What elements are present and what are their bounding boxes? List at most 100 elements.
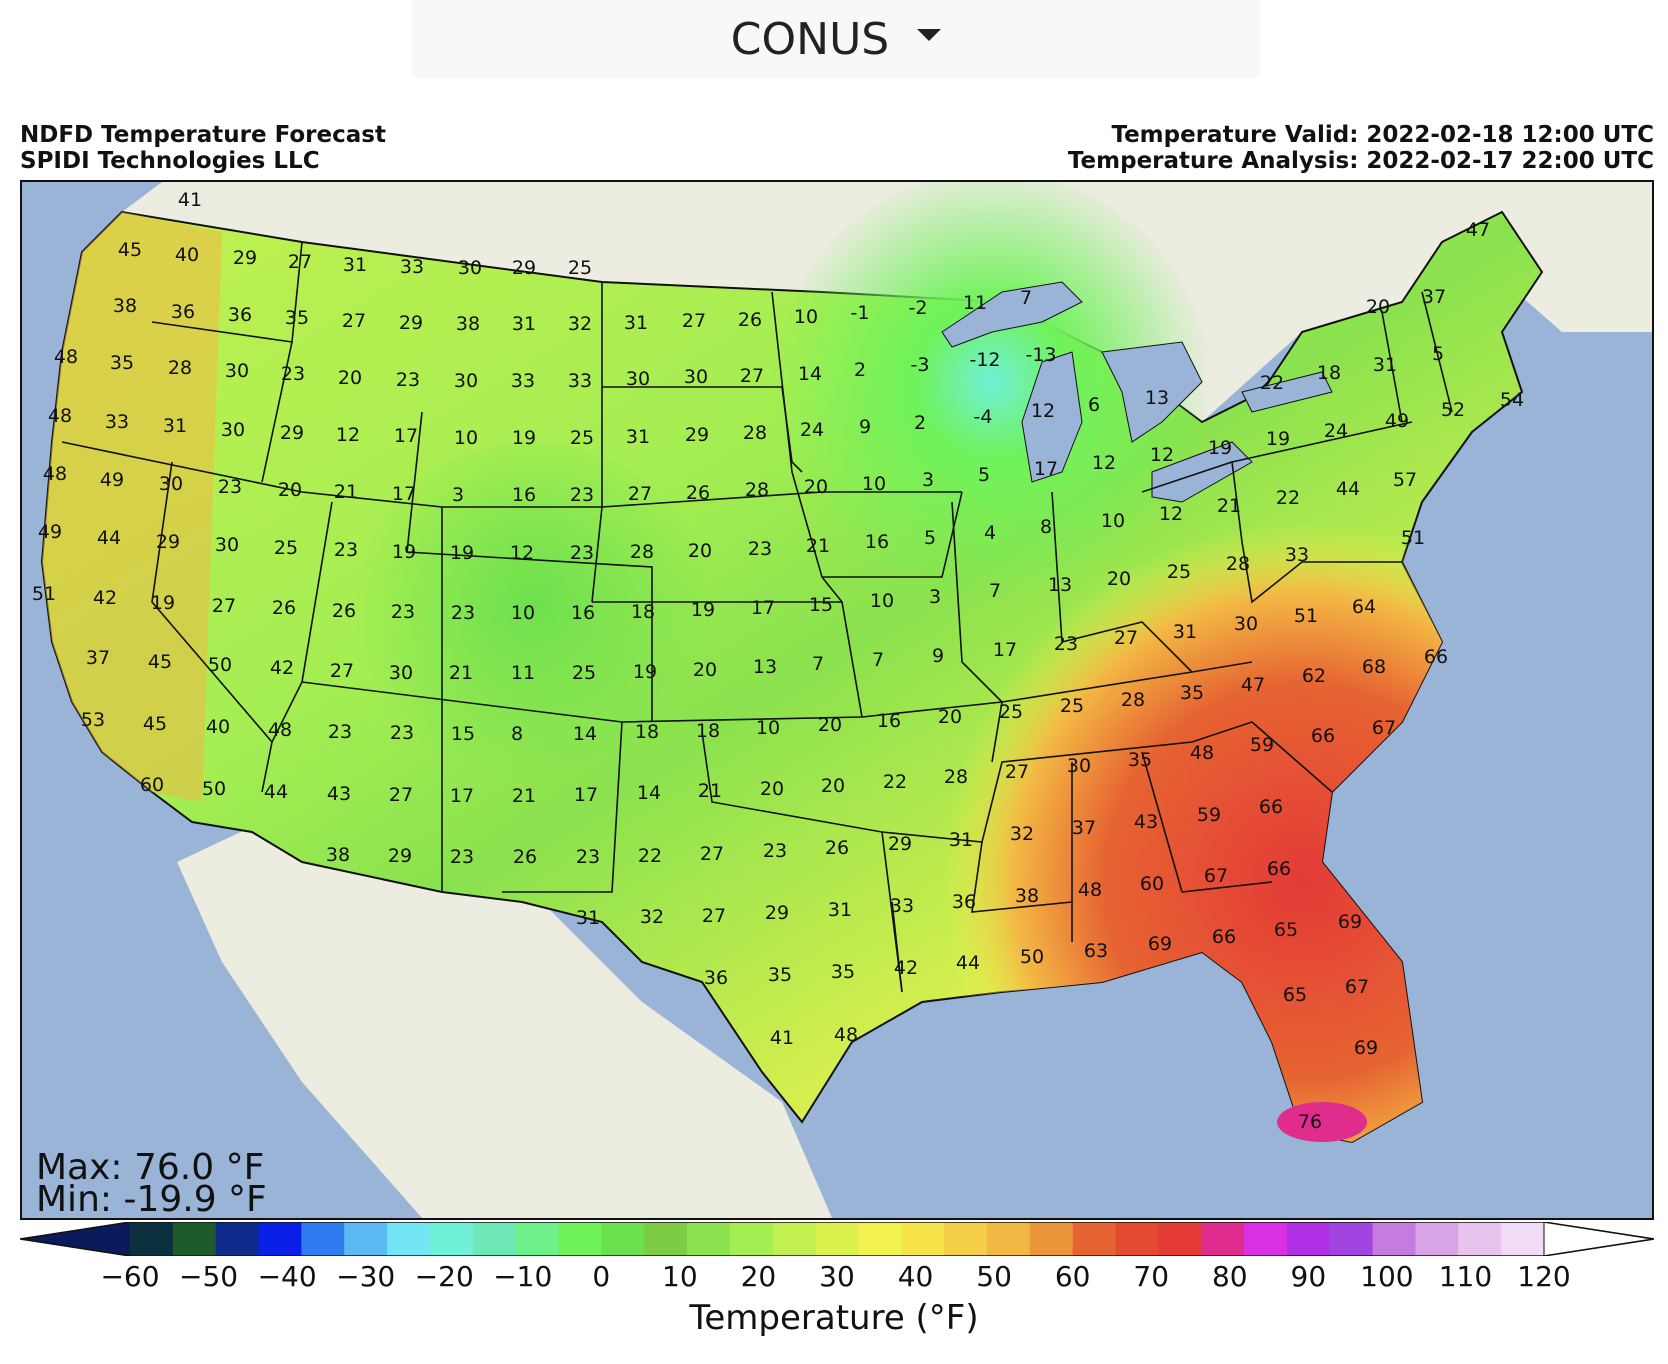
temperature-value: 19 — [632, 661, 658, 683]
temperature-value: 27 — [1004, 761, 1030, 783]
temperature-value: 31 — [575, 907, 601, 929]
state-borders — [61, 241, 1453, 993]
temperature-value: 28 — [1225, 553, 1251, 575]
temperature-value: 27 — [699, 843, 725, 865]
temperature-value: 26 — [331, 600, 357, 622]
temperature-value: 17 — [573, 784, 599, 806]
temperature-value: 59 — [1249, 734, 1275, 756]
temperature-value: 51 — [1400, 527, 1426, 549]
temperature-value: 36 — [951, 891, 977, 913]
temperature-value: 76 — [1297, 1111, 1323, 1133]
temperature-value: 31 — [342, 254, 368, 276]
temperature-value: 30 — [220, 419, 246, 441]
colorbar-ticks: −60 −50 −40 −30 −20 −10 0 10 20 30 40 50 60 70 80 90 100… — [0, 1260, 1668, 1294]
temperature-value: 14 — [572, 723, 598, 745]
temperature-value: 18 — [630, 601, 656, 623]
temperature-value: 28 — [629, 541, 655, 563]
colorbar-bin — [1458, 1222, 1502, 1256]
temperature-value: 30 — [158, 473, 184, 495]
temperature-value: 67 — [1371, 717, 1397, 739]
temperature-value: 23 — [762, 840, 788, 862]
florida-hot-spot — [1277, 1102, 1367, 1142]
colorbar-tick-label: −50 — [179, 1260, 239, 1293]
temperature-value: 36 — [227, 304, 253, 326]
temperature-value: 5 — [1431, 343, 1445, 365]
temperature-value: 20 — [937, 706, 963, 728]
temperature-value: 22 — [1275, 487, 1301, 509]
temperature-value: 29 — [279, 422, 305, 444]
temperature-value: 41 — [177, 189, 203, 211]
lake-superior — [941, 281, 1083, 348]
colorbar-bin — [1244, 1222, 1288, 1256]
temperature-value: 57 — [1392, 469, 1418, 491]
temperature-value: 28 — [943, 766, 969, 788]
temperature-value: 10 — [453, 427, 479, 449]
colorbar-bin — [729, 1222, 774, 1256]
temperature-value: 69 — [1337, 911, 1363, 933]
temperature-value: 10 — [869, 590, 895, 612]
temperature-value: 4 — [983, 522, 997, 544]
temperature-value: 43 — [326, 783, 352, 805]
temperature-value: 20 — [277, 479, 303, 501]
lake-michigan — [1021, 351, 1083, 483]
colorbar-bin — [344, 1222, 388, 1256]
temperature-value: 31 — [162, 415, 188, 437]
temperature-value: -2 — [908, 297, 928, 319]
temperature-value: 17 — [750, 597, 776, 619]
temperature-value: 29 — [764, 902, 790, 924]
temperature-value: 43 — [1133, 811, 1159, 833]
temperature-value: 26 — [685, 482, 711, 504]
temperature-value: 19 — [150, 592, 176, 614]
warm-westcoast — [42, 212, 222, 802]
temperature-value: 12 — [509, 542, 535, 564]
colorbar-max-extend — [1543, 1222, 1654, 1256]
temperature-value: 20 — [1365, 296, 1391, 318]
temperature-value: 37 — [85, 647, 111, 669]
colorbar-bin — [1201, 1222, 1245, 1256]
temperature-value: 42 — [92, 587, 118, 609]
temperature-value: 42 — [893, 957, 919, 979]
temperature-value: 35 — [830, 961, 856, 983]
temperature-value: 44 — [263, 781, 289, 803]
temperature-value: 5 — [923, 527, 937, 549]
temperature-value: 27 — [388, 784, 414, 806]
temperature-value: 38 — [1014, 885, 1040, 907]
temperature-value: 30 — [457, 257, 483, 279]
temperature-value: 17 — [449, 785, 475, 807]
temperature-value: 10 — [510, 602, 536, 624]
temperature-value: 28 — [1120, 689, 1146, 711]
temperature-value: 23 — [449, 846, 475, 868]
temperature-value: 31 — [948, 829, 974, 851]
temperature-value: 19 — [1265, 428, 1291, 450]
temperature-value: 8 — [1039, 516, 1053, 538]
colorbar-bin — [172, 1222, 217, 1256]
colorbar-tick-label: −20 — [414, 1260, 474, 1293]
temperature-value: 19 — [391, 541, 417, 563]
temperature-value: 67 — [1344, 976, 1370, 998]
temperature-value: 8 — [510, 723, 524, 745]
temperature-value: 10 — [755, 717, 781, 739]
temperature-value: 41 — [769, 1027, 795, 1049]
temperature-value: 40 — [174, 244, 200, 266]
temperature-value: 7 — [988, 580, 1002, 602]
colorbar-tick-label: 110 — [1438, 1260, 1493, 1293]
temperature-value: 38 — [112, 295, 138, 317]
chevron-down-icon — [917, 29, 942, 41]
colorbar-tick-label: 10 — [662, 1260, 698, 1293]
temperature-value: 53 — [80, 709, 106, 731]
temperature-value: 11 — [510, 662, 536, 684]
temperature-value: 14 — [797, 363, 823, 385]
temperature-value: 3 — [928, 586, 942, 608]
temperature-value: 18 — [1316, 362, 1342, 384]
temperature-value: 29 — [887, 833, 913, 855]
temperature-value: -3 — [910, 354, 930, 376]
colorbar-bin — [1329, 1222, 1374, 1256]
colorbar-bin — [772, 1222, 817, 1256]
temperature-value: 3 — [451, 484, 465, 506]
temperature-value: 30 — [625, 368, 651, 390]
temperature-value: 21 — [448, 662, 474, 684]
temperature-value: 13 — [752, 656, 778, 678]
region-dropdown[interactable]: CONUS — [412, 0, 1260, 78]
temperature-value: 65 — [1273, 919, 1299, 941]
temperature-value: 20 — [687, 540, 713, 562]
